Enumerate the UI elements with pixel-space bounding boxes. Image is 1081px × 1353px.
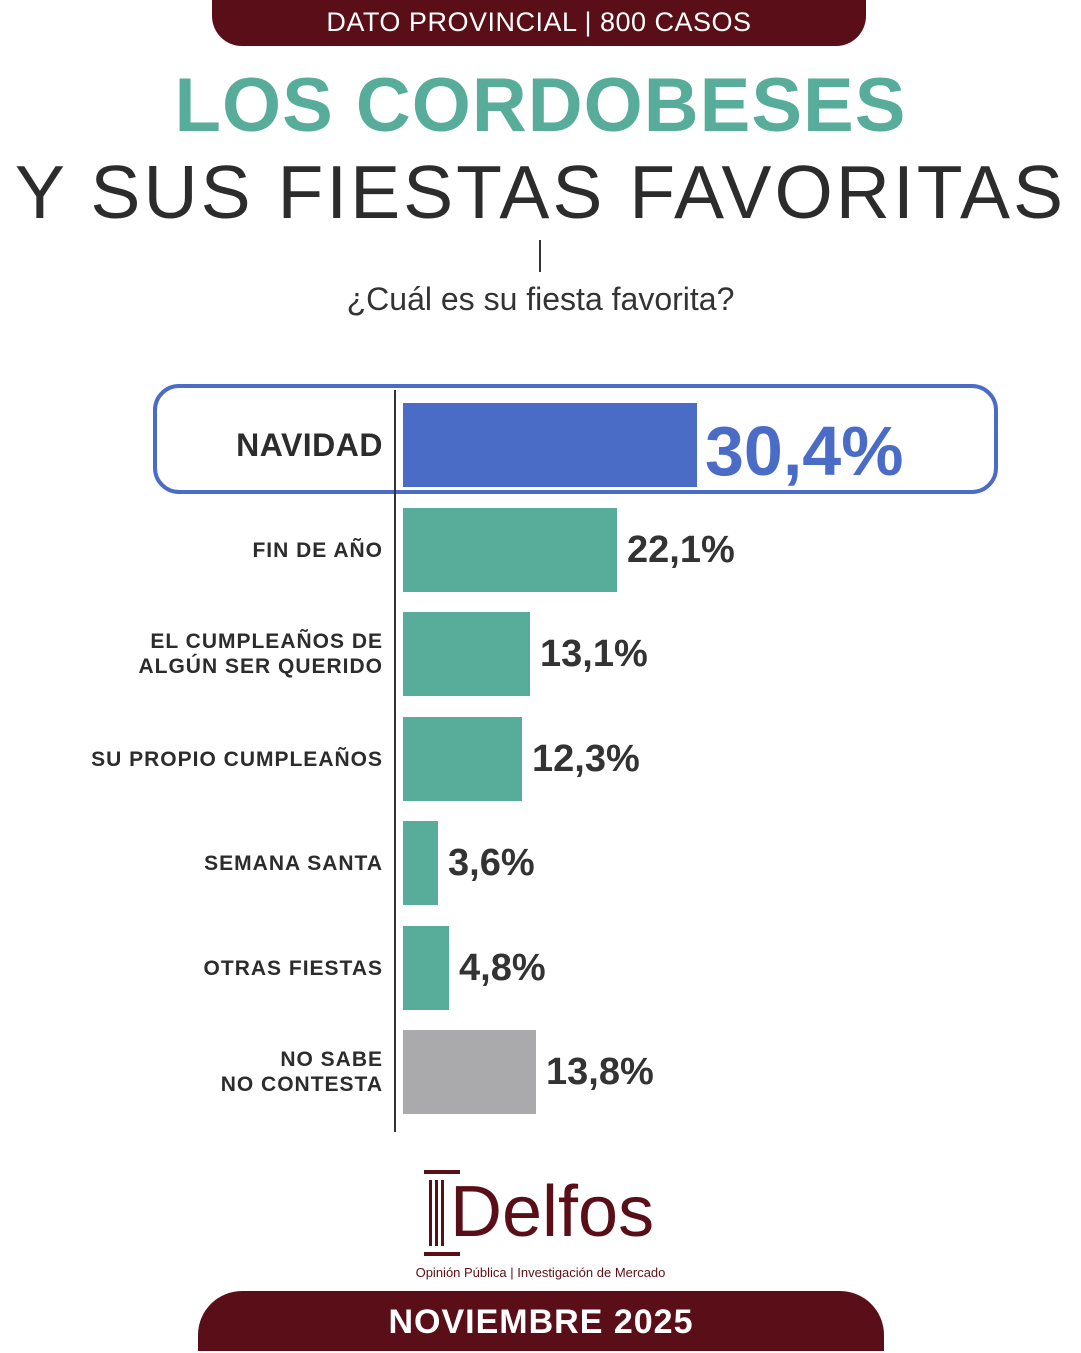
title-main: LOS CORDOBESES [174, 63, 907, 148]
bar-value-1: 22,1% [627, 529, 735, 571]
bar-2 [403, 612, 530, 696]
bar-label-3: SU PROPIO CUMPLEAÑOS [91, 748, 383, 771]
bar-label-4: SEMANA SANTA [204, 852, 383, 875]
bar-value-4: 3,6% [448, 842, 535, 884]
bar-label-5: OTRAS FIESTAS [203, 957, 383, 980]
brand-tagline: Opinión Pública | Investigación de Merca… [415, 1265, 666, 1280]
bar-value-3: 12,3% [532, 738, 640, 780]
bar-0 [403, 403, 697, 487]
bar-1 [403, 508, 617, 592]
bar-6 [403, 1030, 536, 1114]
bar-value-6: 13,8% [546, 1051, 654, 1093]
bar-label-6: NO SABE NO CONTESTA [220, 1048, 383, 1096]
sample-info: DATO PROVINCIAL | 800 CASOS [326, 7, 752, 37]
report-date: NOVIEMBRE 2025 [388, 1303, 694, 1341]
bar-5 [403, 926, 449, 1010]
chart-axis-line [394, 390, 396, 1132]
top-banner: DATO PROVINCIAL | 800 CASOS [212, 0, 866, 46]
bottom-banner: NOVIEMBRE 2025 [198, 1291, 884, 1351]
column-logo-icon [424, 1170, 460, 1256]
bar-label-1: FIN DE AÑO [252, 539, 383, 562]
bar-value-2: 13,1% [540, 633, 648, 675]
brand-name: Delfos [450, 1172, 655, 1252]
bar-value-5: 4,8% [459, 947, 546, 989]
bar-value-0: 30,4% [705, 412, 904, 490]
highlight-box [153, 384, 998, 494]
bar-3 [403, 717, 522, 801]
title-sub: Y SUS FIESTAS FAVORITAS [14, 150, 1067, 234]
survey-question: ¿Cuál es su fiesta favorita? [346, 281, 735, 317]
bar-4 [403, 821, 438, 905]
delfos-logo: Delfos [424, 1170, 664, 1260]
bar-label-2: EL CUMPLEAÑOS DE ALGÚN SER QUERIDO [138, 630, 383, 678]
title-divider [539, 240, 541, 272]
bar-label-0: NAVIDAD [236, 427, 383, 463]
